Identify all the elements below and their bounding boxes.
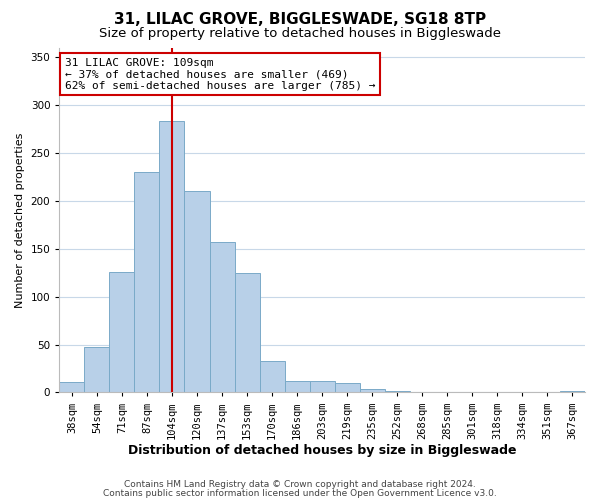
Bar [59, 382, 85, 392]
Bar [160, 122, 184, 392]
Text: Contains HM Land Registry data © Crown copyright and database right 2024.: Contains HM Land Registry data © Crown c… [124, 480, 476, 489]
X-axis label: Distribution of detached houses by size in Biggleswade: Distribution of detached houses by size … [128, 444, 517, 458]
Bar [284, 381, 310, 392]
Y-axis label: Number of detached properties: Number of detached properties [15, 132, 25, 308]
Text: Size of property relative to detached houses in Biggleswade: Size of property relative to detached ho… [99, 28, 501, 40]
Text: Contains public sector information licensed under the Open Government Licence v3: Contains public sector information licen… [103, 488, 497, 498]
Bar [360, 388, 385, 392]
Bar [134, 172, 160, 392]
Bar [335, 383, 360, 392]
Text: 31 LILAC GROVE: 109sqm
← 37% of detached houses are smaller (469)
62% of semi-de: 31 LILAC GROVE: 109sqm ← 37% of detached… [65, 58, 375, 91]
Bar [184, 191, 209, 392]
Bar [109, 272, 134, 392]
Bar [209, 242, 235, 392]
Bar [310, 381, 335, 392]
Bar [85, 348, 109, 393]
Bar [235, 272, 260, 392]
Text: 31, LILAC GROVE, BIGGLESWADE, SG18 8TP: 31, LILAC GROVE, BIGGLESWADE, SG18 8TP [114, 12, 486, 28]
Bar [260, 361, 284, 392]
